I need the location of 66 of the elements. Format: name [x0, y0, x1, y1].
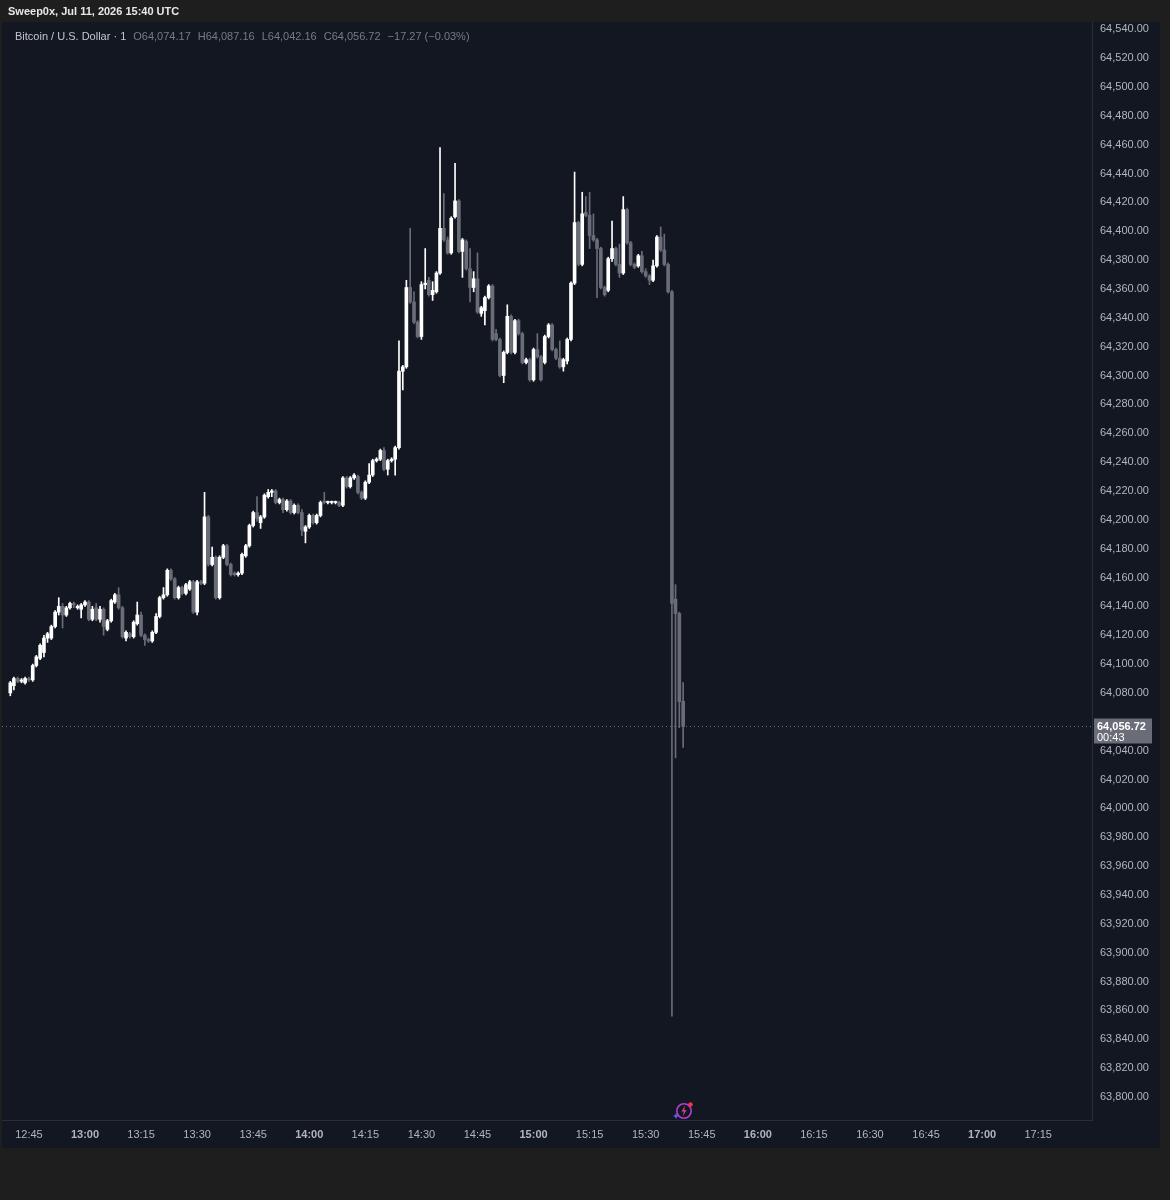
y-tick-label: 64,400.00	[1100, 224, 1149, 237]
y-tick-label: 63,800.00	[1100, 1089, 1149, 1102]
y-tick-label: 64,100.00	[1100, 657, 1149, 670]
y-tick-label: 63,900.00	[1100, 945, 1149, 958]
x-tick-label: 15:00	[519, 1127, 548, 1140]
y-tick-label: 64,280.00	[1100, 397, 1149, 410]
y-tick-label: 63,880.00	[1100, 974, 1149, 987]
x-tick-label: 13:15	[127, 1127, 155, 1140]
y-tick-label: 64,260.00	[1100, 426, 1149, 439]
y-tick-label: 64,120.00	[1100, 628, 1149, 641]
y-tick-label: 63,840.00	[1100, 1032, 1149, 1045]
x-tick-label: 14:45	[463, 1127, 492, 1140]
y-tick-label: 64,340.00	[1100, 310, 1149, 323]
x-tick-label: 14:00	[295, 1127, 324, 1140]
y-tick-label: 64,360.00	[1100, 281, 1149, 294]
y-tick-label: 64,040.00	[1100, 743, 1149, 756]
y-tick-label: 64,320.00	[1100, 339, 1149, 352]
y-tick-label: 63,820.00	[1100, 1061, 1149, 1074]
x-tick-label: 15:30	[631, 1127, 660, 1140]
y-tick-label: 64,300.00	[1100, 368, 1149, 381]
x-tick-label: 16:45	[912, 1127, 940, 1140]
y-tick-label: 64,500.00	[1100, 79, 1149, 92]
y-tick-label: 63,980.00	[1100, 830, 1149, 843]
y-tick-label: 64,380.00	[1100, 253, 1149, 266]
y-tick-label: 64,020.00	[1100, 772, 1149, 785]
y-tick-label: 64,520.00	[1100, 51, 1149, 64]
candlestick	[255, 496, 259, 522]
annotation: C64,056.72	[323, 30, 381, 42]
x-tick-label: 17:15	[1024, 1127, 1052, 1140]
y-tick-label: 63,940.00	[1100, 887, 1149, 900]
y-tick-label: 64,440.00	[1100, 166, 1149, 179]
y-tick-label: 64,200.00	[1100, 512, 1149, 525]
x-tick-label: 17:00	[968, 1127, 997, 1140]
x-tick-label: 13:45	[239, 1127, 267, 1140]
x-tick-label: 15:15	[575, 1127, 604, 1140]
y-tick-label: 64,220.00	[1100, 483, 1149, 496]
x-tick-label: 14:30	[407, 1127, 436, 1140]
y-tick-label: 64,140.00	[1100, 599, 1149, 612]
ref-line-label: 64,056.72	[1097, 719, 1146, 732]
annotation: L64,042.16	[261, 30, 317, 42]
y-tick-label: 64,080.00	[1100, 685, 1149, 698]
x-tick-label: 16:30	[856, 1127, 884, 1140]
annotation: H64,087.16	[197, 30, 255, 42]
y-tick-label: 63,960.00	[1100, 859, 1149, 872]
x-tick-label: 16:15	[800, 1127, 828, 1140]
x-tick-label: 14:15	[351, 1127, 380, 1140]
y-tick-label: 64,160.00	[1100, 570, 1149, 583]
y-tick-label: 64,460.00	[1100, 137, 1149, 150]
x-tick-label: 13:30	[183, 1127, 211, 1140]
y-tick-label: 64,240.00	[1100, 455, 1149, 468]
annotation: −17.27 (−0.03%)	[387, 30, 470, 42]
text: Sweep0x, Jul 11, 2026 15:40 UTC	[8, 5, 180, 17]
y-tick-label: 64,480.00	[1100, 108, 1149, 121]
y-tick-label: 64,000.00	[1100, 801, 1149, 814]
y-tick-label: 64,180.00	[1100, 541, 1149, 554]
annotation: O64,074.17	[133, 30, 191, 42]
x-tick-label: 13:00	[70, 1127, 100, 1140]
text: Bitcoin / U.S. Dollar · 1	[15, 30, 127, 42]
x-tick-label: 12:45	[15, 1127, 43, 1140]
x-tick-label: 15:45	[687, 1127, 716, 1140]
y-tick-label: 64,540.00	[1100, 22, 1149, 35]
y-tick-label: 64,420.00	[1100, 195, 1149, 208]
y-tick-label: 63,920.00	[1100, 916, 1149, 929]
text: 00:43	[1097, 730, 1125, 743]
y-tick-label: 63,860.00	[1100, 1003, 1149, 1016]
x-tick-label: 16:00	[743, 1127, 772, 1140]
